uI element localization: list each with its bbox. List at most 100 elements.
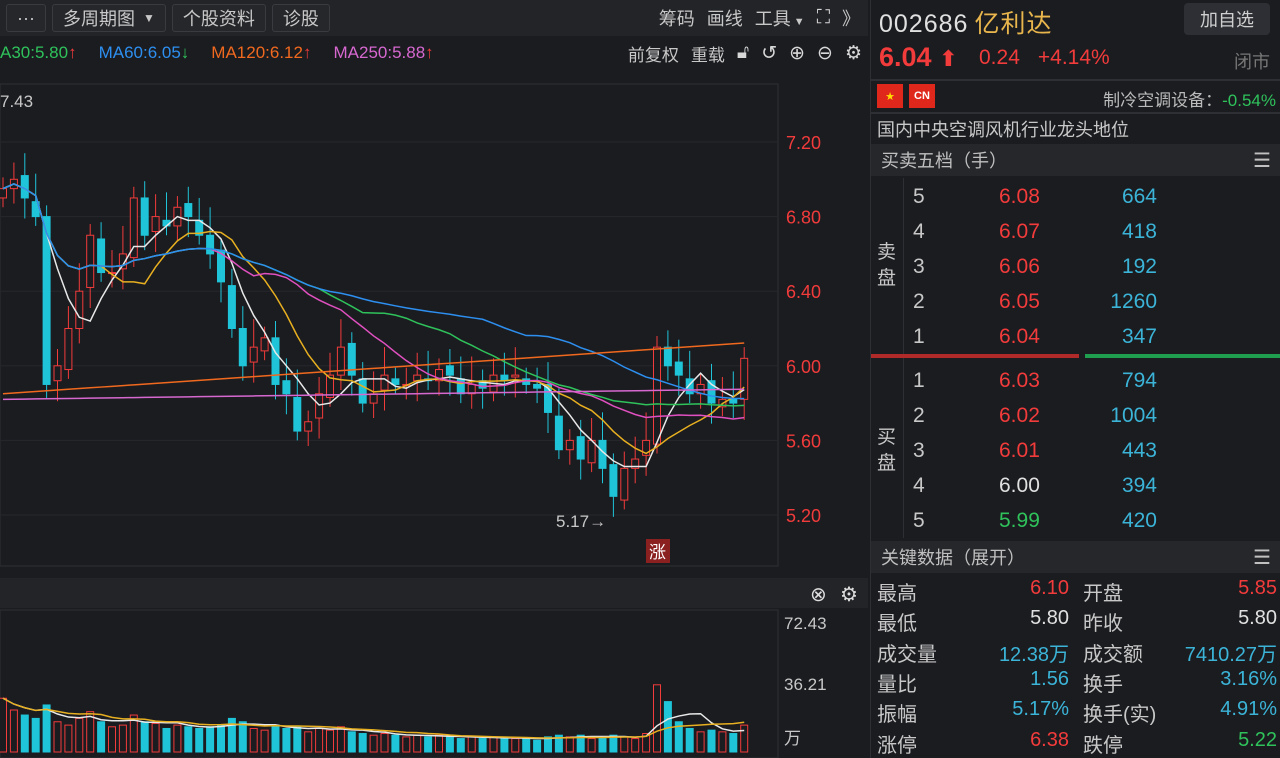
keydata-row: 振幅 5.17% 换手(实) 4.91% [871,696,1280,726]
volume: 420 [1121,508,1157,532]
close-icon[interactable]: ⊗ [810,584,827,606]
ask-row[interactable]: 1 6.04 347 [871,319,1280,354]
volume-tick: 36.21 [784,675,827,694]
candle [140,197,149,236]
limit-badge-text: 涨 [649,543,666,562]
candle [445,365,454,376]
candle [565,439,574,451]
level: 1 [913,368,925,392]
bid-row[interactable]: 5 5.99 420 [871,503,1280,538]
add-watchlist-button[interactable]: 加自选 [1184,3,1270,35]
gear-icon[interactable]: ⚙ [844,42,862,64]
stock-name: 亿利达 [974,10,1053,38]
ask-row[interactable]: 3 6.06 192 [871,249,1280,284]
label: 换手 [1083,673,1123,696]
menu-icon[interactable]: ☰ [1253,149,1271,172]
price-tick: 6.40 [786,282,821,302]
price: 6.01 [999,438,1040,462]
volume: 443 [1121,438,1157,462]
volume-bar [271,724,280,753]
period-dropdown[interactable]: 多周期图 ▼ [51,4,166,32]
label: 最低 [877,613,917,636]
volume-bar [729,733,738,753]
tools-dropdown[interactable]: 工具 ▼ [755,5,805,31]
label: 跌停 [1083,734,1123,757]
ask-row[interactable]: 2 6.05 1260 [871,284,1280,319]
collapse-button[interactable]: 》 [842,9,860,29]
draw-button[interactable]: 画线 [706,9,743,29]
chart-panel: ··· 多周期图 ▼ 个股资料 诊股 筹码 画线 工具 ▼ ⛶ 》 A30:5.8… [0,0,868,758]
volume-bar [227,717,236,753]
volume-bar [260,729,269,753]
volume: 394 [1121,473,1157,497]
ask-row[interactable]: 4 6.07 418 [871,214,1280,249]
sell-pressure-bar [871,354,1079,358]
price-chart[interactable]: ⊗ ⚙ 7.43 5.17→ 涨 7.20 6.80 6.40 6.00 5.60 5.2… [0,0,868,758]
keydata-header[interactable]: 关键数据（展开） ☰ [871,541,1280,573]
candle [674,361,683,376]
candle [206,234,215,255]
profile-button[interactable]: 个股资料 [171,4,266,32]
bid-row[interactable]: 3 6.01 443 [871,433,1280,468]
ma-legend-item: MA60:6.05↓ [98,43,190,62]
candle [129,197,138,259]
volume-bar [64,724,73,753]
price-tick: 6.80 [786,208,821,228]
more-button[interactable]: ··· [6,4,46,32]
sell-label: 卖盘 [877,242,897,289]
ma-legend-item: MA120:6.12↑ [211,43,312,62]
volume-bar [424,736,433,753]
volume-bar [326,729,334,753]
candle [315,393,324,419]
volume-bar [391,734,400,753]
zoom-in-icon[interactable]: ⊕ [789,42,806,64]
label: 成交额 [1083,643,1143,666]
candle [435,369,443,382]
adjust-button[interactable]: 前复权 [627,45,679,65]
undo-icon[interactable]: ↺ [761,42,778,64]
value: 5.22 [1238,728,1277,751]
volume-bar [75,717,84,753]
menu-icon[interactable]: ☰ [1253,546,1271,569]
price-tick: 6.00 [786,357,821,377]
level: 2 [913,403,925,427]
value: 5.85 [1238,577,1277,599]
industry-info[interactable]: 制冷空调设备：-0.54% [1103,91,1276,110]
expand-icon[interactable]: ⛶ [816,7,830,28]
price-tick: 7.20 [786,133,821,153]
gear-icon[interactable]: ⚙ [840,584,858,606]
volume-bar [685,727,694,753]
volume-bar [740,724,749,753]
volume-bar [304,731,313,753]
candle [685,378,694,395]
candle [97,238,106,274]
price-change-pct: +4.14% [1037,46,1110,69]
bid-row[interactable]: 4 6.00 394 [871,468,1280,503]
price-tick: 5.20 [786,506,821,526]
label: 量比 [877,673,917,696]
price-change: 0.24 [979,46,1020,69]
keydata-row: 涨停 6.38 跌停 5.22 [871,727,1280,757]
volume-bar [707,729,716,753]
market-status: 闭市 [1234,52,1270,72]
keydata-row: 成交量 12.38万 成交额 7410.27万 [871,636,1280,666]
ma120-line [2,342,745,395]
diagnose-button[interactable]: 诊股 [271,4,330,32]
buy-pressure-bar [1085,354,1280,358]
zoom-out-icon[interactable]: ⊖ [817,42,833,64]
ask-row[interactable]: 5 6.08 664 [871,179,1280,214]
bid-row[interactable]: 2 6.02 1004 [871,398,1280,433]
volume-bar [151,722,160,753]
value: 5.80 [1030,607,1069,630]
candle [544,383,552,413]
value: 6.10 [1030,577,1069,599]
volume: 192 [1121,254,1157,278]
bid-row[interactable]: 1 6.03 794 [871,363,1280,398]
price-tick: 5.60 [786,431,821,451]
volume-bar [0,697,7,753]
lock-icon[interactable]: 🔓︎ [736,42,750,63]
ma5-line [2,183,745,468]
reset-button[interactable]: 重载 [690,45,725,65]
volume-bar [42,704,51,753]
chips-button[interactable]: 筹码 [658,9,695,29]
